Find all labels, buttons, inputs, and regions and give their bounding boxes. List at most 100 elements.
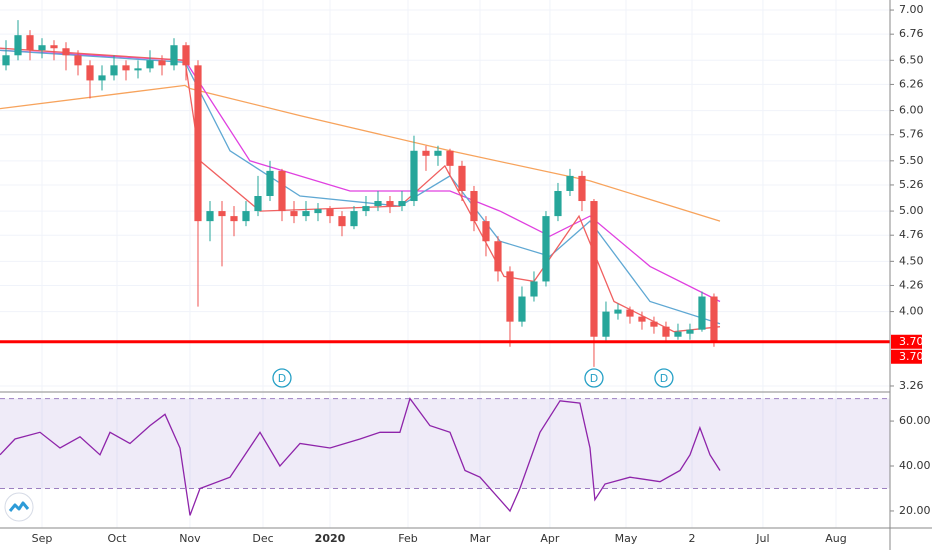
x-tick-label: Feb: [398, 532, 417, 545]
dividend-label: D: [278, 372, 286, 385]
last-price-box: [891, 349, 922, 364]
y-tick-label: 5.26: [899, 178, 924, 191]
candle-body: [182, 45, 190, 66]
y-tick-label: 3.26: [899, 379, 924, 392]
candle-body: [602, 311, 610, 337]
y-tick-label: 4.00: [899, 305, 924, 318]
x-tick-label: Oct: [107, 532, 127, 545]
candle-body: [650, 321, 658, 327]
rsi-tick-label: 20.00: [899, 504, 931, 517]
candle-body: [338, 216, 346, 227]
dividend-marker[interactable]: D: [272, 368, 292, 388]
logo-icon: [8, 501, 30, 512]
candle-body: [254, 196, 262, 212]
x-tick-label: Apr: [540, 532, 560, 545]
x-tick-label: May: [615, 532, 638, 545]
candle-body: [86, 65, 94, 81]
candle-body: [230, 216, 238, 222]
candle-body: [662, 326, 670, 337]
candle-body: [386, 201, 394, 207]
y-tick-label: 6.50: [899, 53, 924, 66]
rsi-band: [0, 398, 890, 489]
candle-body: [350, 211, 358, 227]
candle-body: [362, 206, 370, 212]
candle-body: [110, 65, 118, 76]
candle-body: [206, 211, 214, 222]
candle-body: [50, 45, 58, 49]
candle-body: [134, 68, 142, 71]
candle-body: [482, 221, 490, 242]
candle-body: [158, 60, 166, 66]
last-price-label: 3.70: [899, 350, 924, 363]
candle-body: [14, 35, 22, 56]
x-tick-label: Sep: [32, 532, 53, 545]
x-tick-label: Aug: [825, 532, 846, 545]
dividend-marker[interactable]: D: [654, 368, 674, 388]
moving-average: [0, 84, 721, 222]
y-tick-label: 4.50: [899, 254, 924, 267]
candle-body: [314, 209, 322, 214]
rsi-pane: [0, 397, 890, 516]
dividend-circle: [272, 368, 292, 388]
candle-body: [2, 55, 10, 66]
x-tick-label: Jul: [755, 532, 769, 545]
candle-body: [242, 211, 250, 222]
candle-body: [518, 296, 526, 322]
y-tick-label: 6.00: [899, 104, 924, 117]
candle-body: [302, 211, 310, 217]
y-tick-label: 4.26: [899, 278, 924, 291]
dividend-marker[interactable]: D: [584, 368, 604, 388]
y-tick-label: 7.00: [899, 3, 924, 16]
candle-body: [494, 241, 502, 272]
x-tick-label: Nov: [179, 532, 201, 545]
rsi-tick-label: 60.00: [899, 414, 931, 427]
candle-body: [422, 150, 430, 156]
candle-body: [326, 209, 334, 217]
candle-body: [698, 296, 706, 330]
candle-body: [530, 281, 538, 297]
candle-body: [554, 190, 562, 217]
y-tick-label: 5.00: [899, 204, 924, 217]
candle-body: [578, 175, 586, 202]
rsi-line: [0, 397, 721, 516]
candle-body: [614, 309, 622, 314]
axes: Sep Oct Nov Dec 2020 Feb Mar Apr May 2 Jul Aug 7.00 6…: [32, 3, 931, 545]
dividend-circle: [584, 368, 604, 388]
y-tick-label: 4.76: [899, 228, 924, 241]
candle-body: [146, 60, 154, 69]
candle-body: [170, 45, 178, 66]
candle-body: [590, 201, 598, 337]
candle-body: [686, 329, 694, 334]
x-tick-label: Mar: [470, 532, 491, 545]
candle-body: [446, 150, 454, 166]
dividend-label: D: [590, 372, 598, 385]
candle-body: [290, 211, 298, 217]
x-tick-label: Dec: [252, 532, 273, 545]
logo[interactable]: [4, 492, 34, 522]
y-tick-label: 6.26: [899, 77, 924, 90]
y-tick-label: 5.50: [899, 154, 924, 167]
candle-body: [122, 65, 130, 71]
dividend-circle: [654, 368, 674, 388]
candle-body: [638, 316, 646, 322]
candle-body: [374, 201, 382, 207]
candle-body: [434, 150, 442, 156]
candle-body: [26, 35, 34, 51]
candle-body: [74, 55, 82, 66]
x-tick-label: 2: [689, 532, 696, 545]
hline-label-box: [891, 334, 922, 349]
candle-body: [470, 190, 478, 222]
candle-body: [458, 165, 466, 191]
rsi-tick-label: 40.00: [899, 459, 931, 472]
hline-label: 3.70: [899, 335, 924, 348]
candle-body: [566, 175, 574, 191]
candle-body: [626, 309, 634, 317]
candle-body: [194, 65, 202, 222]
candle-body: [266, 170, 274, 197]
candle-body: [410, 150, 418, 202]
candle-body: [98, 75, 106, 81]
candle-body: [218, 211, 226, 217]
candle-body: [62, 48, 70, 56]
